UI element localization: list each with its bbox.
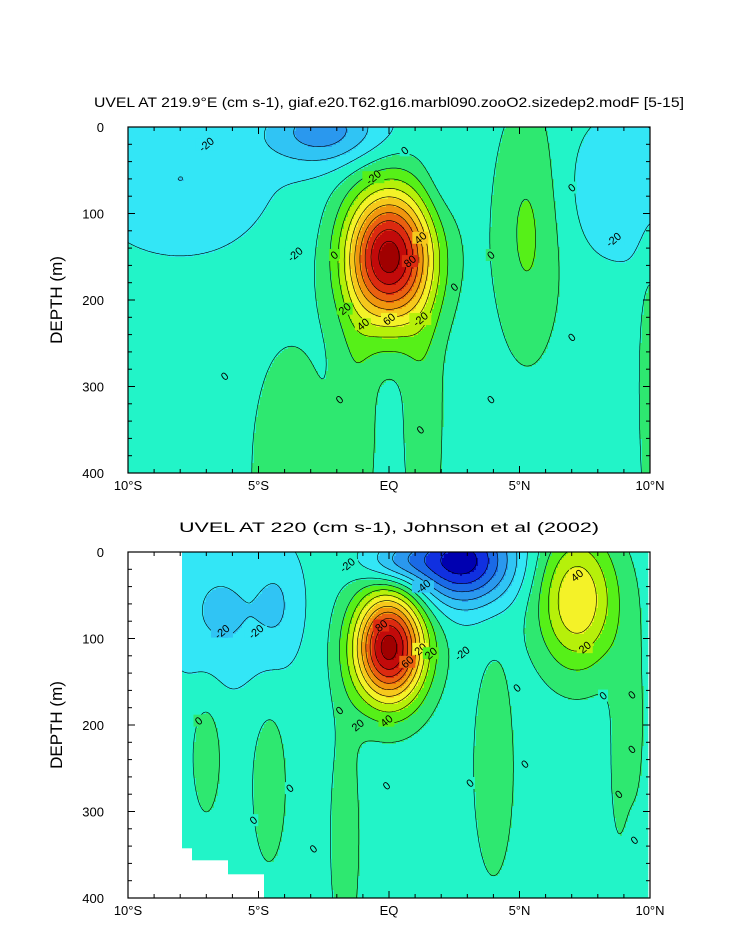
contour-label-bg	[449, 281, 460, 294]
contour-label-bg	[566, 181, 577, 194]
contour-label-bg	[399, 144, 410, 157]
contour-label-bg	[415, 423, 426, 436]
y-tick-label: 100	[82, 207, 104, 222]
y-axis-label: DEPTH (m)	[47, 256, 66, 344]
contour-label-bg	[219, 370, 230, 383]
contour-label-bg	[401, 255, 418, 268]
contour-label-bg	[354, 318, 371, 331]
contour-label-bg	[336, 558, 359, 571]
contour-label-bg	[248, 814, 259, 827]
contour-label-bg	[284, 248, 307, 261]
contour-fill	[182, 552, 649, 898]
contour-line-10	[339, 552, 620, 724]
contour-label-bg	[334, 704, 345, 717]
chart-title: UVEL AT 220 (cm s-1), Johnson et al (200…	[179, 519, 599, 535]
axis-ticks	[127, 551, 651, 899]
contour-label-bg	[308, 842, 319, 855]
contour-label-bg	[349, 719, 366, 731]
contour-line--10	[128, 127, 650, 262]
contour-label-bg	[244, 625, 267, 638]
contour-line--50	[424, 552, 489, 584]
contour-label-bg	[464, 776, 475, 789]
contour-label-bg	[193, 714, 204, 727]
y-axis-label: DEPTH (m)	[47, 681, 66, 769]
contour-label-bg	[566, 331, 577, 344]
x-tick-label: 10°S	[114, 903, 143, 918]
x-tick-label: 10°N	[635, 478, 664, 493]
contour-label-bg	[411, 580, 434, 593]
contour-label-bg	[422, 647, 439, 660]
contour-label-bg	[362, 171, 385, 184]
x-tick-label: EQ	[380, 903, 399, 918]
contour-line--60	[440, 552, 477, 575]
contour-label-bg	[336, 302, 353, 315]
contour-line-90	[380, 634, 397, 660]
x-tick-label: EQ	[380, 478, 399, 493]
y-tick-label: 300	[82, 380, 104, 395]
y-tick-label: 400	[82, 466, 104, 481]
contour-label-bg	[412, 231, 429, 244]
chart-title: UVEL AT 219.9°E (cm s-1), giaf.e20.T62.g…	[94, 94, 684, 110]
contour-label-bg	[519, 757, 530, 770]
contour-label-bg	[626, 743, 637, 756]
contour-lines	[181, 552, 643, 898]
contour-label-bg	[568, 569, 585, 582]
contour-line--30	[293, 127, 347, 147]
contour-label-bg	[602, 233, 625, 246]
contour-line-30	[343, 188, 434, 327]
contour-label-bg	[629, 834, 640, 847]
x-tick-label: 10°S	[114, 478, 143, 493]
contour-label-bg	[381, 779, 392, 792]
contour-label-bg	[576, 641, 593, 654]
contour-label-bg	[485, 393, 496, 406]
contour-line--20	[177, 127, 369, 181]
contour-label-bg	[613, 788, 624, 801]
x-tick-label: 5°S	[248, 478, 269, 493]
contour-line-20	[346, 552, 608, 713]
contour-label-bg	[511, 681, 522, 694]
contour-line-90	[378, 241, 400, 273]
contour-line-40	[349, 196, 429, 318]
contour-line--40	[407, 552, 499, 593]
contour-label-bg	[451, 647, 474, 660]
contour-label-bg	[378, 714, 395, 727]
contour-fill	[128, 127, 650, 473]
x-tick-label: 5°N	[509, 478, 531, 493]
y-tick-label: 0	[97, 545, 104, 560]
contour-label-bg	[626, 688, 637, 701]
contour-line-60	[365, 611, 413, 684]
contour-lines	[128, 127, 650, 473]
y-tick-label: 100	[82, 632, 104, 647]
contour-label-bg	[195, 138, 218, 151]
y-tick-label: 300	[82, 805, 104, 820]
y-tick-label: 200	[82, 293, 104, 308]
contour-label-bg	[284, 782, 295, 795]
contour-label-bg	[329, 249, 340, 262]
contour-line-30	[352, 566, 597, 704]
contour-line-70	[364, 220, 414, 294]
y-tick-label: 400	[82, 891, 104, 906]
x-tick-label: 10°N	[635, 903, 664, 918]
x-tick-label: 5°S	[248, 903, 269, 918]
y-tick-label: 0	[97, 120, 104, 135]
contour-label-bg	[373, 619, 390, 632]
contour-label-bg	[210, 625, 233, 638]
contour-line-10	[329, 167, 536, 364]
contour-label-bg	[334, 393, 345, 406]
contour-label-bg	[409, 313, 432, 326]
axis-ticks	[127, 126, 651, 474]
y-tick-label: 200	[82, 718, 104, 733]
contour-line--10	[181, 552, 528, 690]
contour-line-40	[356, 600, 421, 697]
contour-label-bg	[598, 689, 609, 702]
contour-label-bg	[485, 249, 496, 262]
contour-line-0	[251, 127, 650, 473]
x-tick-label: 5°N	[509, 903, 531, 918]
contour-label-bg	[399, 655, 416, 668]
contour-label-bg	[381, 313, 397, 326]
